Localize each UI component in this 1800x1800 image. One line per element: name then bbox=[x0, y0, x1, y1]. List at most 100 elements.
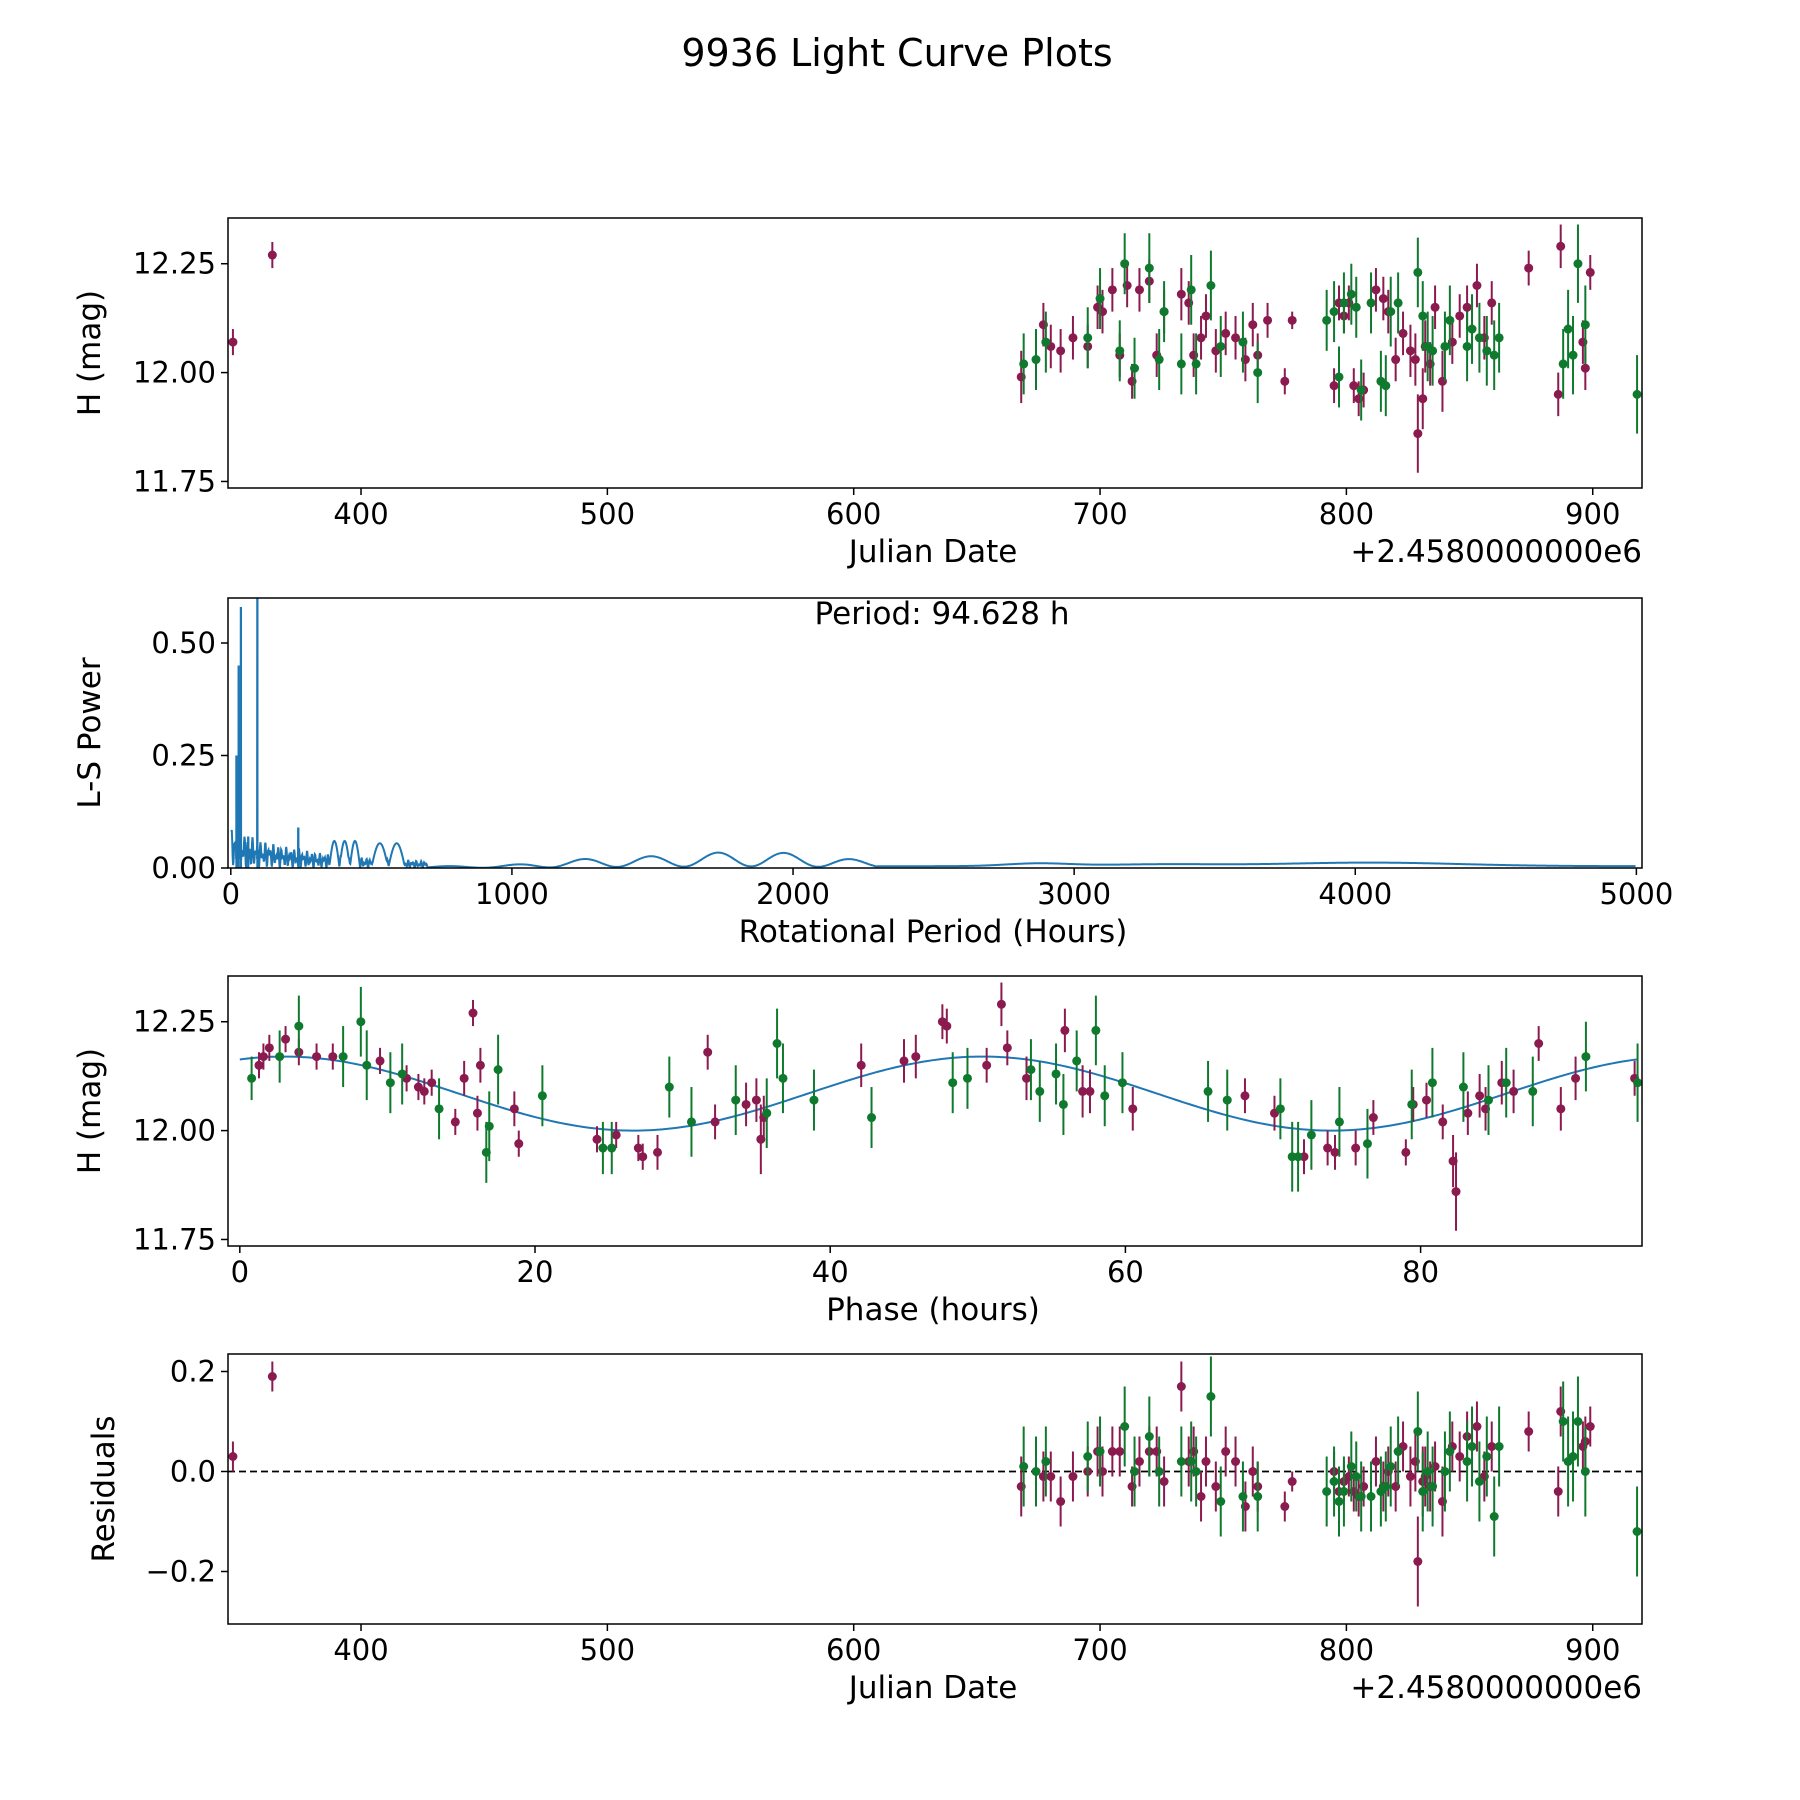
data-point bbox=[1410, 355, 1420, 365]
data-point bbox=[911, 1052, 921, 1062]
data-point bbox=[1362, 1139, 1372, 1149]
x-offset-label: +2.4580000000e6 bbox=[1350, 534, 1642, 570]
data-point bbox=[1463, 1108, 1473, 1118]
data-point bbox=[1528, 1086, 1538, 1096]
data-point bbox=[1085, 1086, 1095, 1096]
data-point bbox=[1494, 1442, 1504, 1451]
data-point bbox=[962, 1073, 972, 1083]
data-point bbox=[1632, 1527, 1642, 1536]
x-axis-label: Julian Date bbox=[847, 1670, 1018, 1706]
data-point bbox=[1430, 302, 1440, 312]
data-point bbox=[1356, 385, 1366, 395]
data-point bbox=[1231, 1457, 1241, 1466]
data-point bbox=[1191, 359, 1201, 369]
data-point bbox=[537, 1091, 547, 1101]
data-point bbox=[1405, 346, 1415, 356]
data-point bbox=[1571, 1073, 1581, 1083]
data-point bbox=[1221, 1447, 1231, 1456]
data-point bbox=[948, 1078, 958, 1088]
data-point bbox=[809, 1095, 819, 1105]
data-point bbox=[1339, 298, 1349, 308]
data-point bbox=[1339, 1487, 1349, 1496]
data-point bbox=[1428, 346, 1438, 356]
data-point bbox=[338, 1052, 348, 1062]
data-point bbox=[1580, 1467, 1590, 1476]
data-point bbox=[228, 1452, 238, 1461]
data-point bbox=[1413, 267, 1423, 277]
data-point bbox=[1467, 324, 1477, 334]
y-axis-label: L-S Power bbox=[72, 657, 108, 808]
data-point bbox=[1176, 359, 1186, 369]
data-point bbox=[1580, 363, 1590, 373]
data-point bbox=[1474, 333, 1484, 343]
data-point bbox=[375, 1056, 385, 1066]
y-tick-label: 11.75 bbox=[133, 464, 216, 498]
data-point bbox=[1451, 1187, 1461, 1197]
data-point bbox=[778, 1073, 788, 1083]
data-point bbox=[275, 1052, 285, 1062]
data-point bbox=[1487, 1442, 1497, 1451]
data-point bbox=[1322, 1487, 1332, 1496]
data-point bbox=[1280, 376, 1290, 386]
data-point bbox=[281, 1034, 291, 1044]
data-point bbox=[1378, 294, 1388, 304]
data-point bbox=[1445, 1447, 1455, 1456]
x-tick-label: 600 bbox=[826, 1633, 881, 1667]
data-point bbox=[1556, 241, 1566, 251]
data-point bbox=[762, 1108, 772, 1118]
x-tick-label: 700 bbox=[1072, 1633, 1127, 1667]
data-point bbox=[1405, 1472, 1415, 1481]
data-point bbox=[1253, 1492, 1263, 1501]
data-point bbox=[1371, 285, 1381, 295]
data-point bbox=[294, 1021, 304, 1031]
data-point bbox=[1386, 307, 1396, 317]
data-point bbox=[1563, 324, 1573, 334]
data-point bbox=[1221, 328, 1231, 338]
data-point bbox=[1100, 1091, 1110, 1101]
data-point bbox=[982, 1060, 992, 1070]
data-point bbox=[1154, 355, 1164, 365]
data-point bbox=[1115, 346, 1125, 356]
data-point bbox=[1287, 1477, 1297, 1486]
data-point bbox=[1056, 1497, 1066, 1506]
x-tick-label: 4000 bbox=[1318, 877, 1392, 911]
data-point bbox=[1458, 1082, 1468, 1092]
y-axis-label: H (mag) bbox=[72, 1048, 108, 1174]
data-point bbox=[1203, 1086, 1213, 1096]
data-point bbox=[1238, 1492, 1248, 1501]
x-axis-label: Rotational Period (Hours) bbox=[739, 914, 1128, 950]
data-point bbox=[1035, 1086, 1045, 1096]
data-point bbox=[653, 1147, 663, 1157]
data-point bbox=[1524, 263, 1534, 273]
residuals-panel: 400 500 600 700 800 900 −0.2 0.0 0.2 Julian Date R… bbox=[86, 1353, 1643, 1706]
data-point bbox=[1413, 429, 1423, 439]
data-point bbox=[228, 337, 238, 347]
data-point bbox=[1231, 333, 1241, 343]
data-point bbox=[741, 1099, 751, 1109]
data-point bbox=[1022, 1073, 1032, 1083]
data-point bbox=[598, 1143, 608, 1153]
data-point bbox=[1371, 1457, 1381, 1466]
x-tick-label: 40 bbox=[812, 1255, 849, 1289]
data-point bbox=[450, 1117, 460, 1127]
plot-area bbox=[230, 598, 1636, 868]
data-point bbox=[1144, 1432, 1154, 1441]
data-point bbox=[942, 1021, 952, 1031]
data-point bbox=[1196, 1492, 1206, 1501]
data-point bbox=[1553, 1487, 1563, 1496]
data-point bbox=[1462, 341, 1472, 351]
data-point bbox=[1095, 1447, 1105, 1456]
data-point bbox=[264, 1043, 274, 1053]
data-point bbox=[514, 1139, 524, 1149]
data-point bbox=[1393, 1447, 1403, 1456]
data-point bbox=[633, 1143, 643, 1153]
data-point bbox=[611, 1130, 621, 1140]
x-tick-label: 5000 bbox=[1599, 877, 1673, 911]
data-point bbox=[356, 1017, 366, 1027]
data-point bbox=[1585, 267, 1595, 277]
data-point bbox=[1334, 1117, 1344, 1127]
data-point bbox=[703, 1047, 713, 1057]
data-point bbox=[1334, 1497, 1344, 1506]
data-point bbox=[1058, 1099, 1068, 1109]
data-point bbox=[686, 1117, 696, 1127]
